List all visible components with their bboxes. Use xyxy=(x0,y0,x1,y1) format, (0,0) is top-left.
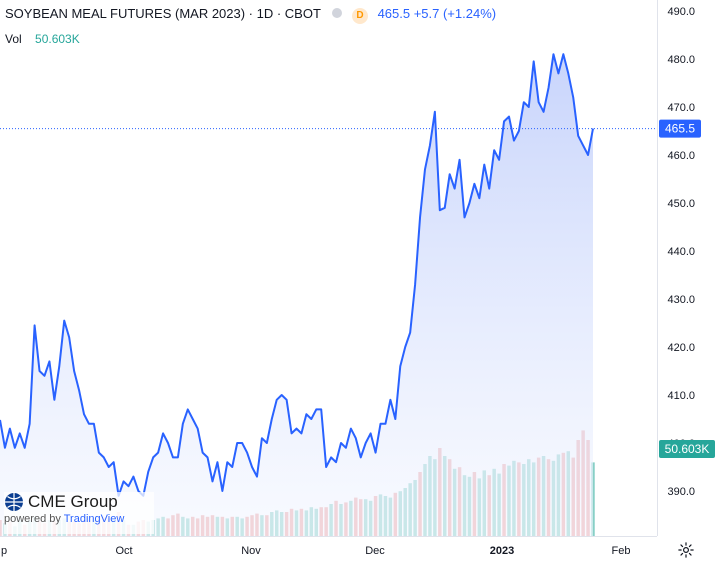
price-tick-label: 470.0 xyxy=(667,102,695,114)
market-status-icon xyxy=(332,8,343,18)
tradingview-link[interactable]: TradingView xyxy=(63,513,125,525)
time-tick-label: Feb xyxy=(612,545,631,557)
time-axis[interactable]: p Oct Nov Dec 2023 Feb xyxy=(1,545,631,557)
volume-legend-label: Vol xyxy=(5,32,22,46)
price-tick-label: 420.0 xyxy=(667,342,695,354)
price-tick-label: 460.0 xyxy=(667,150,695,162)
last-volume-value: 50.603K xyxy=(665,442,710,456)
last-volume-label: 50.603K xyxy=(659,440,715,458)
cme-tradingview-watermark[interactable]: CME Group powered by TradingView xyxy=(4,492,154,534)
price-tick-label: 410.0 xyxy=(667,390,695,402)
time-tick-label: Dec xyxy=(365,545,385,557)
price-line-series xyxy=(0,53,594,497)
price-tick-label: 480.0 xyxy=(667,54,695,66)
legend-header: SOYBEAN MEAL FUTURES (MAR 2023) · 1D · C… xyxy=(5,6,496,24)
price-tick-label: 390.0 xyxy=(667,486,695,498)
time-tick-label: 2023 xyxy=(490,545,514,557)
price-tick-label: 490.0 xyxy=(667,6,695,18)
price-tick-label: 430.0 xyxy=(667,294,695,306)
powered-by-text: powered by TradingView xyxy=(4,513,154,525)
time-tick-label: p xyxy=(1,545,7,557)
price-tick-label: 450.0 xyxy=(667,198,695,210)
last-price-label: 465.5 xyxy=(659,119,701,138)
price-tick-label: 440.0 xyxy=(667,246,695,258)
delayed-data-badge[interactable]: D xyxy=(351,8,368,24)
last-price-value: 465.5 xyxy=(665,122,695,136)
price-axis[interactable]: 390.0400.0410.0420.0430.0440.0450.0460.0… xyxy=(667,6,695,498)
time-tick-label: Oct xyxy=(115,545,132,557)
symbol-title: SOYBEAN MEAL FUTURES (MAR 2023) · 1D · C… xyxy=(5,6,321,21)
volume-legend-value: 50.603K xyxy=(35,32,80,46)
time-tick-label: Nov xyxy=(241,545,261,557)
price-area-fill xyxy=(0,54,593,536)
cme-globe-icon xyxy=(5,493,23,511)
powered-by-prefix: powered by xyxy=(4,513,64,525)
cme-group-logo-text: CME Group xyxy=(28,492,118,511)
last-price-change: 465.5 +5.7 (+1.24%) xyxy=(377,6,497,21)
volume-legend: Vol 50.603K xyxy=(5,32,80,46)
settings-gear-icon[interactable] xyxy=(677,541,695,559)
